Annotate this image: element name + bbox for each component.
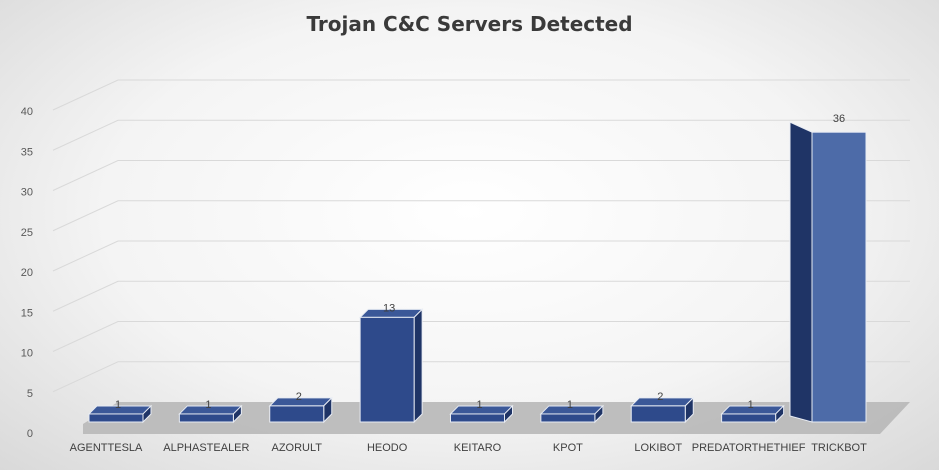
y-tick-label: 30 <box>21 187 33 199</box>
bar-side <box>789 121 813 423</box>
bar-front <box>630 405 686 423</box>
y-tick-label: 20 <box>21 267 33 279</box>
x-tick-label: HEODO <box>367 442 408 454</box>
bar-alphastealer <box>178 404 243 424</box>
data-label: 13 <box>383 302 395 314</box>
x-tick-label: KEITARO <box>454 442 502 454</box>
bar-front <box>88 413 144 423</box>
y-tick-label: 10 <box>21 348 33 360</box>
gridline <box>52 361 910 393</box>
bar-side <box>413 308 423 424</box>
bar-agenttesla <box>87 404 153 424</box>
chart-title: Trojan C&C Servers Detected <box>306 12 633 36</box>
gridline <box>52 240 910 272</box>
bar-front <box>721 413 777 423</box>
x-tick-label: AZORULT <box>271 442 322 454</box>
labels: 0 5 10 15 20 25 30 35 40 1 AGENTTESLA 1 ALPHASTEALER… <box>21 106 867 454</box>
y-tick-label: 35 <box>21 146 33 158</box>
x-tick-label: LOKIBOT <box>634 442 682 454</box>
bar-front <box>811 131 867 423</box>
data-label: 36 <box>833 113 845 125</box>
data-label: 2 <box>657 391 663 403</box>
y-tick-label: 5 <box>27 388 33 400</box>
bar-kpot <box>539 404 605 424</box>
bar-front <box>540 413 596 423</box>
gridlines <box>52 79 910 393</box>
bars <box>87 121 867 424</box>
x-tick-label: PREDATORTHETHIEF <box>692 442 806 454</box>
x-tick-label: ALPHASTEALER <box>163 442 249 454</box>
gridline <box>52 321 910 352</box>
bar-front <box>178 413 234 423</box>
x-tick-label: KPOT <box>553 442 583 454</box>
y-tick-label: 25 <box>21 227 33 239</box>
data-label: 2 <box>296 391 302 403</box>
data-label: 1 <box>205 399 211 411</box>
gridline <box>52 79 910 111</box>
y-tick-label: 15 <box>21 307 33 319</box>
data-label: 1 <box>567 399 573 411</box>
bar-heodo <box>358 308 424 424</box>
bar-trickbot <box>789 121 867 423</box>
bar-keitaro <box>449 404 514 424</box>
gridline <box>52 160 910 191</box>
gridline <box>52 200 910 232</box>
y-tick-label: 40 <box>21 106 33 118</box>
bar-lokibot <box>630 396 695 424</box>
x-tick-label: AGENTTESLA <box>70 442 143 454</box>
bar-front <box>269 405 325 423</box>
y-tick-label: 0 <box>27 428 33 440</box>
bar-front <box>359 316 415 423</box>
bar-front <box>450 413 505 423</box>
bar-azorult <box>268 396 333 424</box>
data-label: 1 <box>748 399 754 411</box>
data-label: 1 <box>476 399 482 411</box>
x-tick-label: TRICKBOT <box>811 442 867 454</box>
gridline <box>52 280 910 312</box>
bar-predatorthethief <box>720 404 785 424</box>
data-label: 1 <box>115 399 121 411</box>
gridline <box>52 119 910 151</box>
